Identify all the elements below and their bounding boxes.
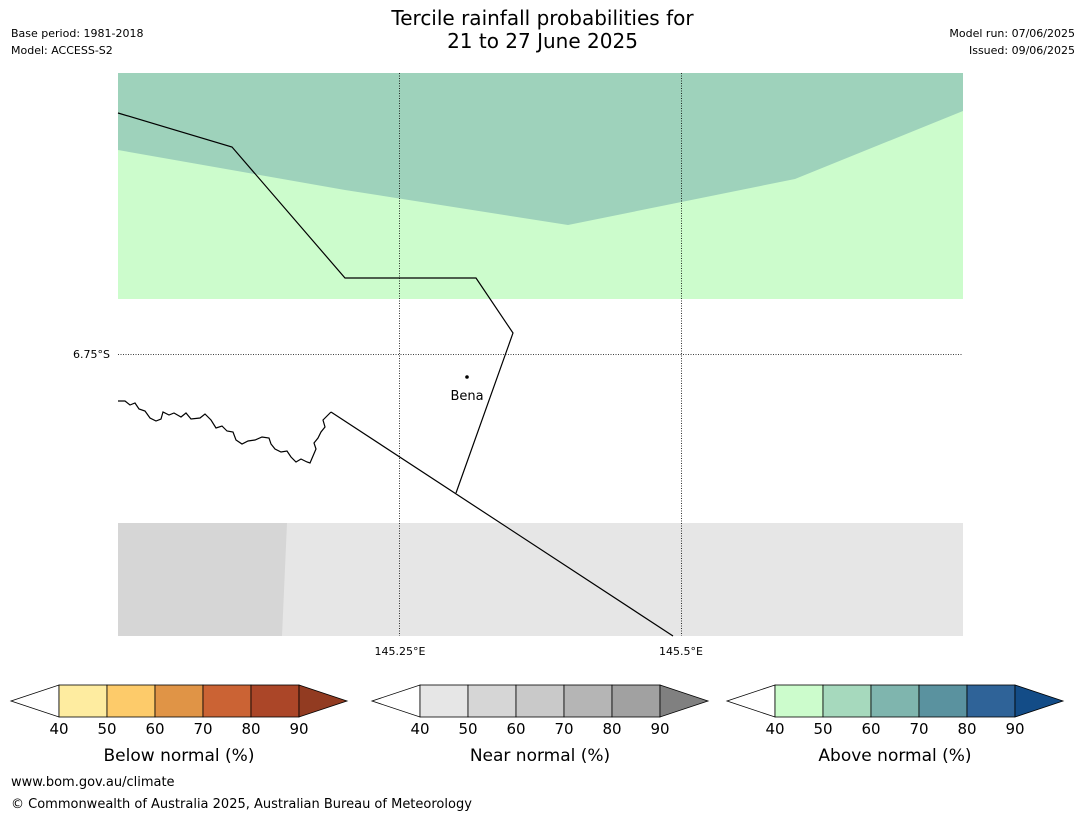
page-title: Tercile rainfall probabilities for 21 to… bbox=[0, 7, 1085, 53]
colorbar-caption: Above normal (%) bbox=[818, 746, 971, 766]
colorbar-tick-label: 90 bbox=[650, 720, 669, 738]
colorbar-high-arrow bbox=[659, 684, 710, 718]
colorbar-segment bbox=[822, 684, 872, 718]
place-dot bbox=[465, 375, 469, 379]
longitude-label: 145.5°E bbox=[659, 645, 703, 658]
colorbar-segment bbox=[918, 684, 968, 718]
colorbar-tick-label: 70 bbox=[193, 720, 212, 738]
model-text: Model: ACCESS-S2 bbox=[11, 44, 113, 57]
colorbar-segment bbox=[467, 684, 517, 718]
colorbar-near: 40 50 60 70 80 90 Near normal (%) bbox=[370, 684, 710, 766]
footer: www.bom.gov.au/climate © Commonwealth of… bbox=[11, 772, 472, 816]
issued-text: Issued: 09/06/2025 bbox=[968, 44, 1075, 57]
colorbar-tick-label: 40 bbox=[49, 720, 68, 738]
colorbar-segment bbox=[774, 684, 824, 718]
base-period-text: Base period: 1981-2018 bbox=[11, 27, 144, 40]
near-normal-50-60-region bbox=[118, 523, 287, 636]
colorbar-high-arrow bbox=[298, 684, 349, 718]
latitude-label: 6.75°S bbox=[73, 348, 110, 361]
colorbar-tick-label: 70 bbox=[909, 720, 928, 738]
colorbar-tick-label: 50 bbox=[458, 720, 477, 738]
header-right: Model run: 07/06/2025 Issued: 09/06/2025 bbox=[949, 25, 1075, 59]
title-line-2: 21 to 27 June 2025 bbox=[447, 29, 638, 53]
colorbar-segment bbox=[515, 684, 565, 718]
place-label: Bena bbox=[450, 389, 483, 404]
colorbar-tick-label: 60 bbox=[506, 720, 525, 738]
colorbar-segment bbox=[106, 684, 156, 718]
header-left: Base period: 1981-2018 Model: ACCESS-S2 bbox=[11, 25, 143, 59]
colorbar-tick-label: 60 bbox=[145, 720, 164, 738]
model-run-text: Model run: 07/06/2025 bbox=[949, 27, 1075, 40]
footer-url: www.bom.gov.au/climate bbox=[11, 775, 175, 790]
colorbar-segment bbox=[419, 684, 469, 718]
colorbar-above: 40 50 60 70 80 90 Above normal (%) bbox=[725, 684, 1065, 766]
colorbar-tick-label: 40 bbox=[410, 720, 429, 738]
colorbar-below: 40 50 60 70 80 90 Below normal (%) bbox=[9, 684, 349, 766]
colorbar-caption: Near normal (%) bbox=[470, 746, 610, 766]
footer-copyright: © Commonwealth of Australia 2025, Austra… bbox=[11, 797, 472, 812]
colorbar-segment bbox=[611, 684, 661, 718]
colorbar-tick-label: 80 bbox=[957, 720, 976, 738]
province-boundary bbox=[117, 112, 674, 637]
graticule bbox=[118, 73, 963, 636]
colorbar-segment bbox=[870, 684, 920, 718]
colorbar-segment bbox=[563, 684, 613, 718]
title-line-1: Tercile rainfall probabilities for bbox=[391, 6, 694, 30]
colorbar-low-arrow bbox=[370, 684, 421, 718]
colorbar-tick-label: 40 bbox=[765, 720, 784, 738]
colorbar-tick-label: 50 bbox=[97, 720, 116, 738]
colorbar-tick-label: 70 bbox=[554, 720, 573, 738]
colorbar-segment bbox=[966, 684, 1016, 718]
colorbar-low-arrow bbox=[725, 684, 776, 718]
legend-area: 40 50 60 70 80 90 Below normal (%) 40 50 60 70 80 90… bbox=[9, 684, 1065, 766]
colorbar-tick-label: 50 bbox=[813, 720, 832, 738]
colorbar-high-arrow bbox=[1014, 684, 1065, 718]
map[interactable]: Bena 6.75°S 145.25°E 145.5°E bbox=[0, 0, 1085, 670]
colorbar-tick-label: 60 bbox=[861, 720, 880, 738]
place-marker-bena[interactable]: Bena bbox=[450, 375, 484, 404]
colorbar-tick-label: 90 bbox=[1005, 720, 1024, 738]
colorbar-tick-label: 90 bbox=[289, 720, 308, 738]
colorbar-tick-label: 80 bbox=[602, 720, 621, 738]
colorbar-segment bbox=[154, 684, 204, 718]
colorbar-caption: Below normal (%) bbox=[104, 746, 255, 766]
above-normal-60-70-region bbox=[118, 73, 963, 225]
colorbar-segment bbox=[58, 684, 108, 718]
probability-shading bbox=[118, 73, 963, 636]
colorbar-low-arrow bbox=[9, 684, 60, 718]
colorbar-segment bbox=[202, 684, 252, 718]
longitude-label: 145.25°E bbox=[375, 645, 426, 658]
colorbar-tick-label: 80 bbox=[241, 720, 260, 738]
colorbar-segment bbox=[250, 684, 300, 718]
